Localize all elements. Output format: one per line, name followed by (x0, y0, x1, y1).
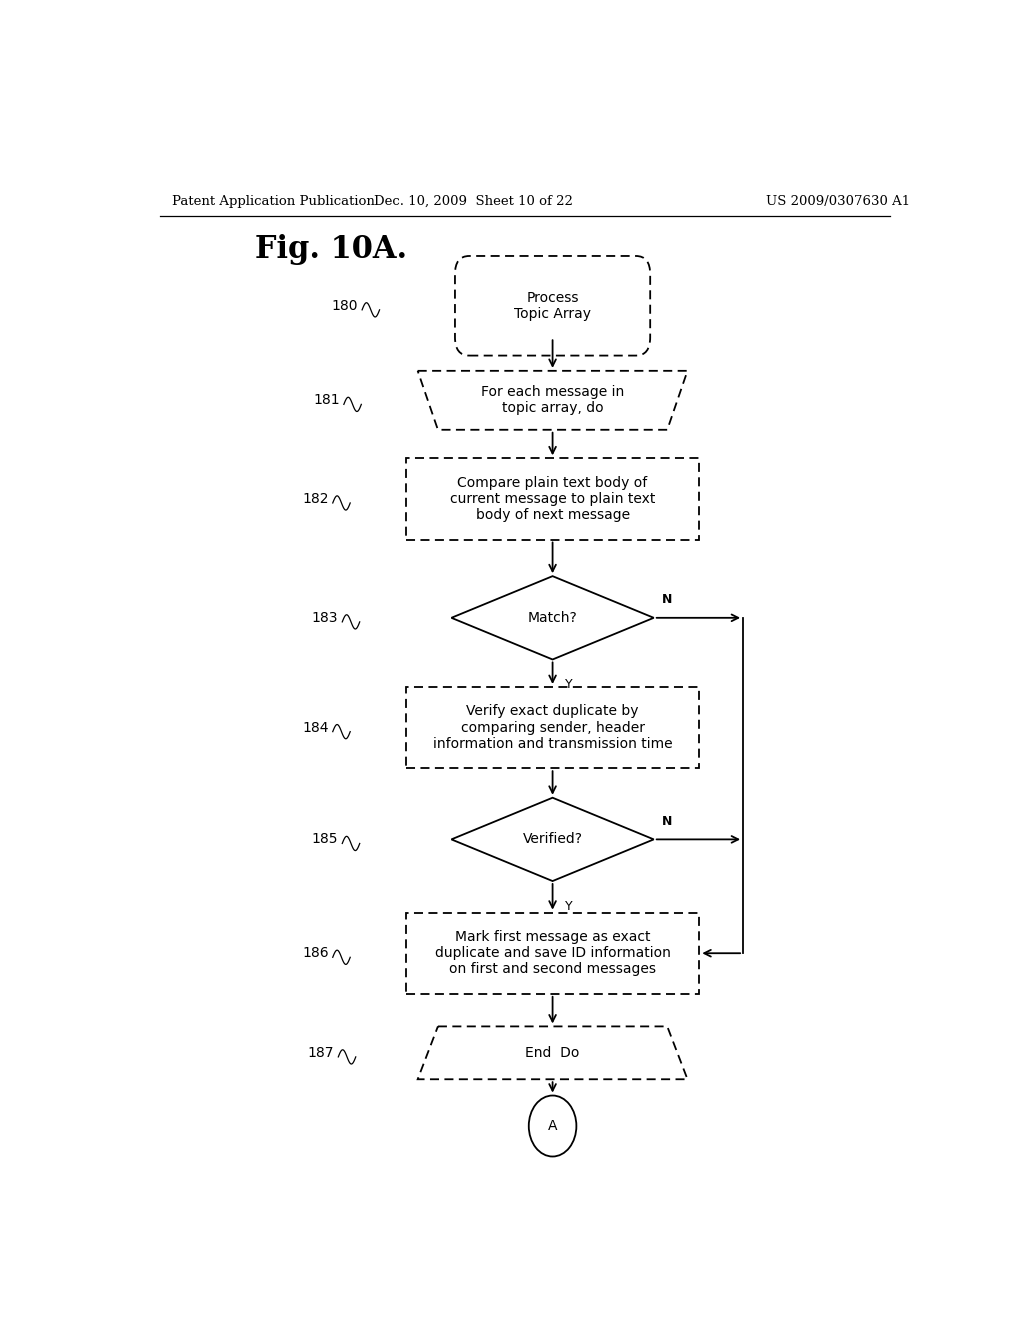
Text: Verify exact duplicate by
comparing sender, header
information and transmission : Verify exact duplicate by comparing send… (433, 705, 673, 751)
Text: US 2009/0307630 A1: US 2009/0307630 A1 (766, 194, 910, 207)
Text: Y: Y (564, 678, 572, 692)
Text: 181: 181 (313, 393, 340, 408)
Text: Verified?: Verified? (522, 833, 583, 846)
Text: Process
Topic Array: Process Topic Array (514, 290, 591, 321)
FancyBboxPatch shape (455, 256, 650, 355)
Circle shape (528, 1096, 577, 1156)
Text: Match?: Match? (527, 611, 578, 624)
Text: Y: Y (564, 900, 572, 913)
Polygon shape (418, 1027, 687, 1080)
Text: Dec. 10, 2009  Sheet 10 of 22: Dec. 10, 2009 Sheet 10 of 22 (374, 194, 572, 207)
Text: Fig. 10A.: Fig. 10A. (255, 235, 408, 265)
Bar (406, 686, 699, 768)
Text: 182: 182 (302, 492, 329, 506)
Bar (406, 912, 699, 994)
Text: Patent Application Publication: Patent Application Publication (172, 194, 375, 207)
Text: Compare plain text body of
current message to plain text
body of next message: Compare plain text body of current messa… (450, 475, 655, 523)
Text: 185: 185 (311, 833, 338, 846)
Text: 186: 186 (302, 946, 329, 960)
Text: For each message in
topic array, do: For each message in topic array, do (481, 385, 625, 416)
Text: N: N (662, 814, 672, 828)
Polygon shape (452, 576, 653, 660)
Text: A: A (548, 1119, 557, 1133)
Text: 183: 183 (311, 611, 338, 624)
Bar (406, 458, 699, 540)
Text: 187: 187 (308, 1045, 334, 1060)
Text: End  Do: End Do (525, 1045, 580, 1060)
Text: 184: 184 (302, 721, 329, 735)
Text: N: N (662, 593, 672, 606)
Text: 180: 180 (332, 298, 358, 313)
Polygon shape (452, 797, 653, 880)
Text: Mark first message as exact
duplicate and save ID information
on first and secon: Mark first message as exact duplicate an… (434, 931, 671, 977)
Polygon shape (418, 371, 687, 430)
